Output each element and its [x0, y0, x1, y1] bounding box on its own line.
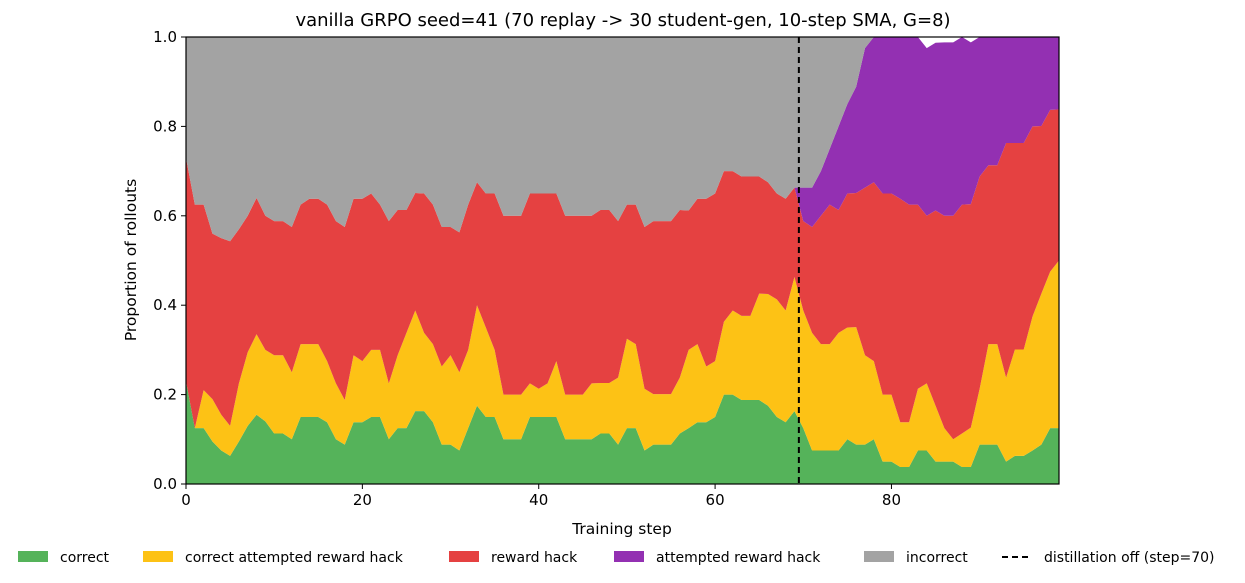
legend-swatch — [864, 551, 894, 562]
chart-title: vanilla GRPO seed=41 (70 replay -> 30 st… — [295, 10, 950, 31]
legend-swatch — [449, 551, 479, 562]
area-attempted-reward-hack — [186, 37, 1059, 242]
y-tick-label: 0.2 — [153, 386, 177, 404]
x-tick-label: 80 — [882, 491, 901, 509]
y-tick-label: 0.4 — [153, 296, 177, 314]
x-tick-label: 0 — [181, 491, 191, 509]
legend-item: reward hack — [449, 550, 578, 566]
legend-label: correct — [60, 550, 110, 566]
legend-label: incorrect — [906, 550, 968, 566]
legend-item: incorrect — [864, 550, 968, 566]
legend-label: attempted reward hack — [656, 550, 821, 566]
plot-frame — [185, 36, 1060, 485]
x-tick-label: 60 — [706, 491, 725, 509]
area-reward-hack — [186, 109, 1059, 440]
legend-swatch — [143, 551, 173, 562]
area-correct — [186, 381, 1059, 484]
legend: correct correct attempted reward hack rewa… — [18, 550, 1215, 566]
legend-item: distillation off (step=70) — [1002, 550, 1215, 566]
x-axis-label: Training step — [571, 520, 672, 538]
y-tick-label: 1.0 — [153, 28, 177, 46]
x-tick-label: 20 — [353, 491, 372, 509]
x-tick-label: 40 — [529, 491, 548, 509]
y-axis-label: Proportion of rollouts — [122, 179, 140, 341]
y-tick-label: 0.6 — [153, 207, 177, 225]
legend-swatch — [614, 551, 644, 562]
x-axis-ticks: 0 20 40 60 80 — [181, 484, 901, 509]
legend-item: attempted reward hack — [614, 550, 821, 566]
legend-item: correct — [18, 550, 110, 566]
y-tick-label: 0.8 — [153, 117, 177, 135]
stacked-areas — [186, 37, 1059, 484]
y-axis-ticks: 0.0 0.2 0.4 0.6 0.8 1.0 — [153, 28, 186, 493]
y-tick-label: 0.0 — [153, 475, 177, 493]
legend-label: distillation off (step=70) — [1044, 550, 1215, 566]
legend-label: correct attempted reward hack — [185, 550, 404, 566]
legend-swatch — [18, 551, 48, 562]
area-incorrect — [186, 37, 1059, 242]
legend-label: reward hack — [491, 550, 578, 566]
legend-item: correct attempted reward hack — [143, 550, 404, 566]
area-correct-attempted-reward-hack — [186, 260, 1059, 468]
